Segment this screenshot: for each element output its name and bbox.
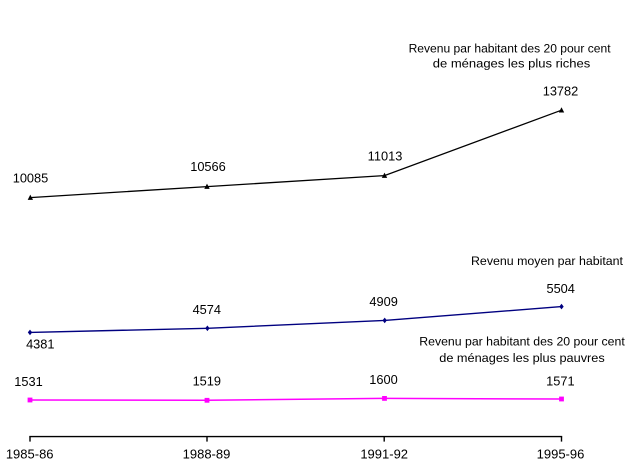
svg-text:1531: 1531 — [14, 374, 42, 389]
svg-text:10085: 10085 — [13, 171, 49, 186]
svg-text:1988-89: 1988-89 — [183, 447, 231, 462]
svg-text:1991-92: 1991-92 — [360, 447, 408, 462]
svg-text:Revenu moyen par habitant: Revenu moyen par habitant — [471, 254, 624, 268]
svg-text:de ménages les plus riches: de ménages les plus riches — [433, 56, 591, 70]
svg-text:de ménages les plus pauvres: de ménages les plus pauvres — [439, 351, 605, 365]
svg-text:11013: 11013 — [368, 148, 403, 163]
svg-text:4574: 4574 — [193, 302, 221, 317]
svg-text:1995-96: 1995-96 — [537, 447, 585, 462]
svg-text:1985-86: 1985-86 — [6, 447, 54, 462]
svg-text:10566: 10566 — [190, 159, 226, 174]
svg-text:Revenu par habitant des 20 pou: Revenu par habitant des 20 pour cent — [409, 41, 612, 55]
svg-text:1571: 1571 — [546, 373, 574, 388]
svg-text:13782: 13782 — [543, 84, 579, 99]
svg-text:Revenu par habitant des 20 pou: Revenu par habitant des 20 pour cent — [419, 335, 625, 349]
svg-text:1519: 1519 — [193, 374, 221, 389]
svg-text:4909: 4909 — [369, 294, 397, 309]
svg-text:5504: 5504 — [546, 281, 574, 296]
svg-text:4381: 4381 — [26, 337, 54, 352]
svg-text:1600: 1600 — [369, 372, 397, 387]
